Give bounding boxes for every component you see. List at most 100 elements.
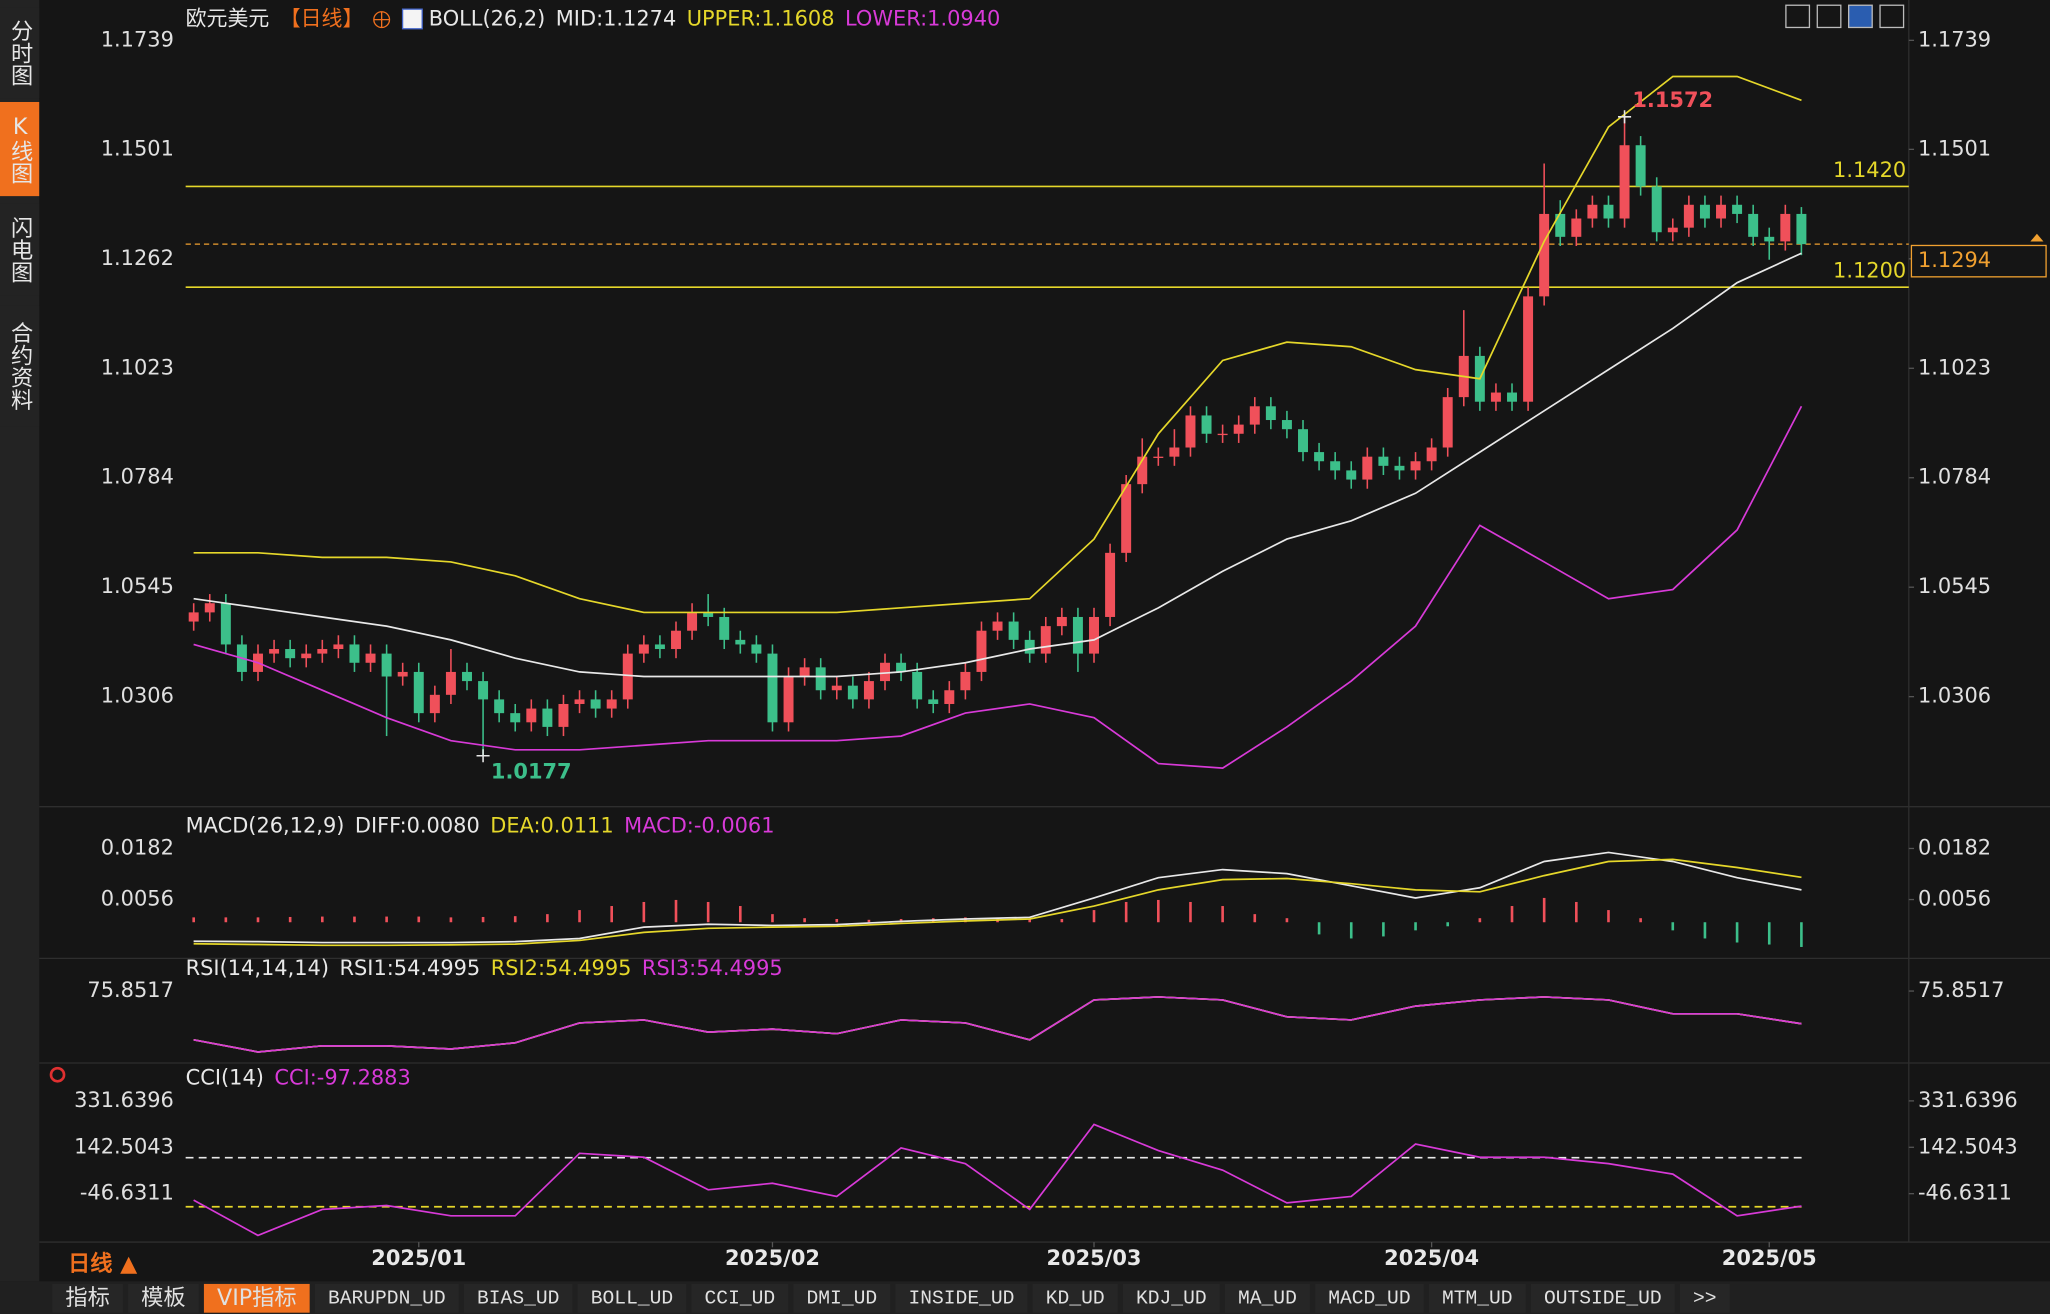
- candle-body: [1314, 452, 1325, 462]
- tab-label[interactable]: CCI_UD: [705, 1287, 776, 1309]
- histogram-bar: [513, 916, 517, 923]
- candle-body: [735, 639, 746, 645]
- candle-body: [606, 699, 617, 709]
- side-tab[interactable]: [0, 7, 40, 99]
- candle-body: [1137, 456, 1148, 485]
- y-tick-label: 1.0545: [1918, 574, 1991, 598]
- legend-text: BOLL(26,2): [429, 7, 546, 31]
- last-price-box: [1910, 244, 2047, 278]
- candle-body: [767, 653, 778, 723]
- icon[interactable]: [1816, 4, 1842, 29]
- tab[interactable]: [793, 1283, 891, 1313]
- candle-body: [687, 612, 698, 631]
- side-tab-label[interactable]: 分时图: [7, 19, 33, 86]
- histogram-bar: [1157, 899, 1160, 923]
- legend-text: RSI2:54.4995: [491, 956, 632, 980]
- tab[interactable]: [52, 1283, 123, 1313]
- icon[interactable]: [1848, 4, 1873, 29]
- tab[interactable]: [463, 1283, 573, 1313]
- side-tab-label[interactable]: K线图: [7, 114, 33, 185]
- side-tab[interactable]: [0, 203, 40, 296]
- tab[interactable]: [1032, 1283, 1118, 1313]
- histogram-bar: [1124, 901, 1128, 923]
- legend-text: DEA:0.0111: [490, 813, 613, 837]
- histogram-bar: [1092, 910, 1096, 923]
- tab-label[interactable]: KDJ_UD: [1136, 1287, 1207, 1309]
- tab-label[interactable]: 指标: [65, 1285, 109, 1311]
- candle-body: [1153, 456, 1164, 458]
- tab[interactable]: [1122, 1283, 1220, 1313]
- candle-body: [896, 662, 907, 672]
- tab-label[interactable]: MA_UD: [1238, 1287, 1297, 1309]
- candle-body: [1651, 186, 1662, 233]
- y-tick-label: 142.5043: [1918, 1134, 2018, 1158]
- tab-label[interactable]: MACD_UD: [1328, 1287, 1410, 1309]
- histogram-bar: [867, 919, 871, 923]
- tab[interactable]: [1530, 1283, 1675, 1313]
- x-tick-label: 2025/04: [1384, 1246, 1479, 1270]
- icon[interactable]: [1879, 4, 1905, 29]
- histogram-bar: [706, 901, 710, 923]
- tab-label[interactable]: DMI_UD: [807, 1287, 878, 1309]
- tab-label[interactable]: BIAS_UD: [477, 1287, 559, 1309]
- candle-body: [1394, 465, 1405, 471]
- tab-label[interactable]: 模板: [141, 1285, 185, 1311]
- candle-body: [542, 708, 553, 727]
- candle-body: [397, 671, 408, 677]
- price-marker: [2030, 233, 2044, 242]
- candle-body: [301, 653, 312, 659]
- icon[interactable]: [1785, 4, 1811, 29]
- side-tab[interactable]: [0, 101, 40, 197]
- tab-label[interactable]: INSIDE_UD: [909, 1287, 1015, 1309]
- histogram-bar: [674, 899, 678, 923]
- candle-body: [1442, 397, 1453, 448]
- histogram-bar: [1221, 906, 1224, 923]
- tab[interactable]: [1428, 1283, 1526, 1313]
- tab[interactable]: [1679, 1283, 1730, 1313]
- side-tab-label[interactable]: 合约资料: [7, 321, 33, 411]
- tab[interactable]: [577, 1283, 687, 1313]
- tab[interactable]: [895, 1283, 1028, 1313]
- tab[interactable]: [128, 1283, 199, 1313]
- legend-text: RSI1:54.4995: [339, 956, 480, 980]
- legend-text: CCI:-97.2883: [274, 1066, 410, 1090]
- tab-label[interactable]: VIP指标: [217, 1285, 297, 1311]
- candle-body: [1105, 552, 1116, 617]
- candle-body: [1233, 424, 1244, 434]
- x-tick-label: 2025/03: [1047, 1246, 1142, 1270]
- candle-body: [1089, 616, 1099, 654]
- tab[interactable]: [1224, 1283, 1310, 1313]
- y-tick-label: 0.0056: [101, 887, 174, 911]
- histogram-bar: [224, 917, 228, 923]
- histogram-bar: [642, 901, 646, 923]
- tab[interactable]: [314, 1283, 459, 1313]
- histogram-bar: [1317, 922, 1321, 935]
- tab[interactable]: [1315, 1283, 1424, 1313]
- candle-body: [1571, 218, 1582, 237]
- tab-label[interactable]: >>: [1693, 1287, 1717, 1309]
- indicator-icon: [401, 8, 423, 30]
- side-tab-label[interactable]: 闪电图: [7, 216, 33, 283]
- tab-label[interactable]: KD_UD: [1046, 1287, 1105, 1309]
- candle-body: [783, 676, 794, 723]
- histogram-bar: [1542, 897, 1546, 923]
- tab[interactable]: [691, 1283, 789, 1313]
- tab-label[interactable]: MTM_UD: [1442, 1287, 1513, 1309]
- extreme-marker: [1618, 110, 1632, 124]
- candle-body: [1764, 236, 1775, 242]
- side-tab[interactable]: [0, 305, 40, 427]
- histogram-bar: [835, 918, 839, 923]
- tab[interactable]: [203, 1283, 310, 1313]
- candle-body: [188, 612, 199, 622]
- tab-label[interactable]: BOLL_UD: [591, 1287, 673, 1309]
- candle-body: [671, 630, 681, 650]
- period-label[interactable]: 日线 ▲: [68, 1250, 138, 1277]
- candle-body: [799, 667, 810, 677]
- tab-label[interactable]: BARUPDN_UD: [328, 1287, 446, 1309]
- candle-body: [928, 699, 939, 704]
- candle-body: [1201, 415, 1212, 434]
- toolbar-icons[interactable]: [1785, 4, 1905, 29]
- tab-label[interactable]: OUTSIDE_UD: [1544, 1287, 1662, 1309]
